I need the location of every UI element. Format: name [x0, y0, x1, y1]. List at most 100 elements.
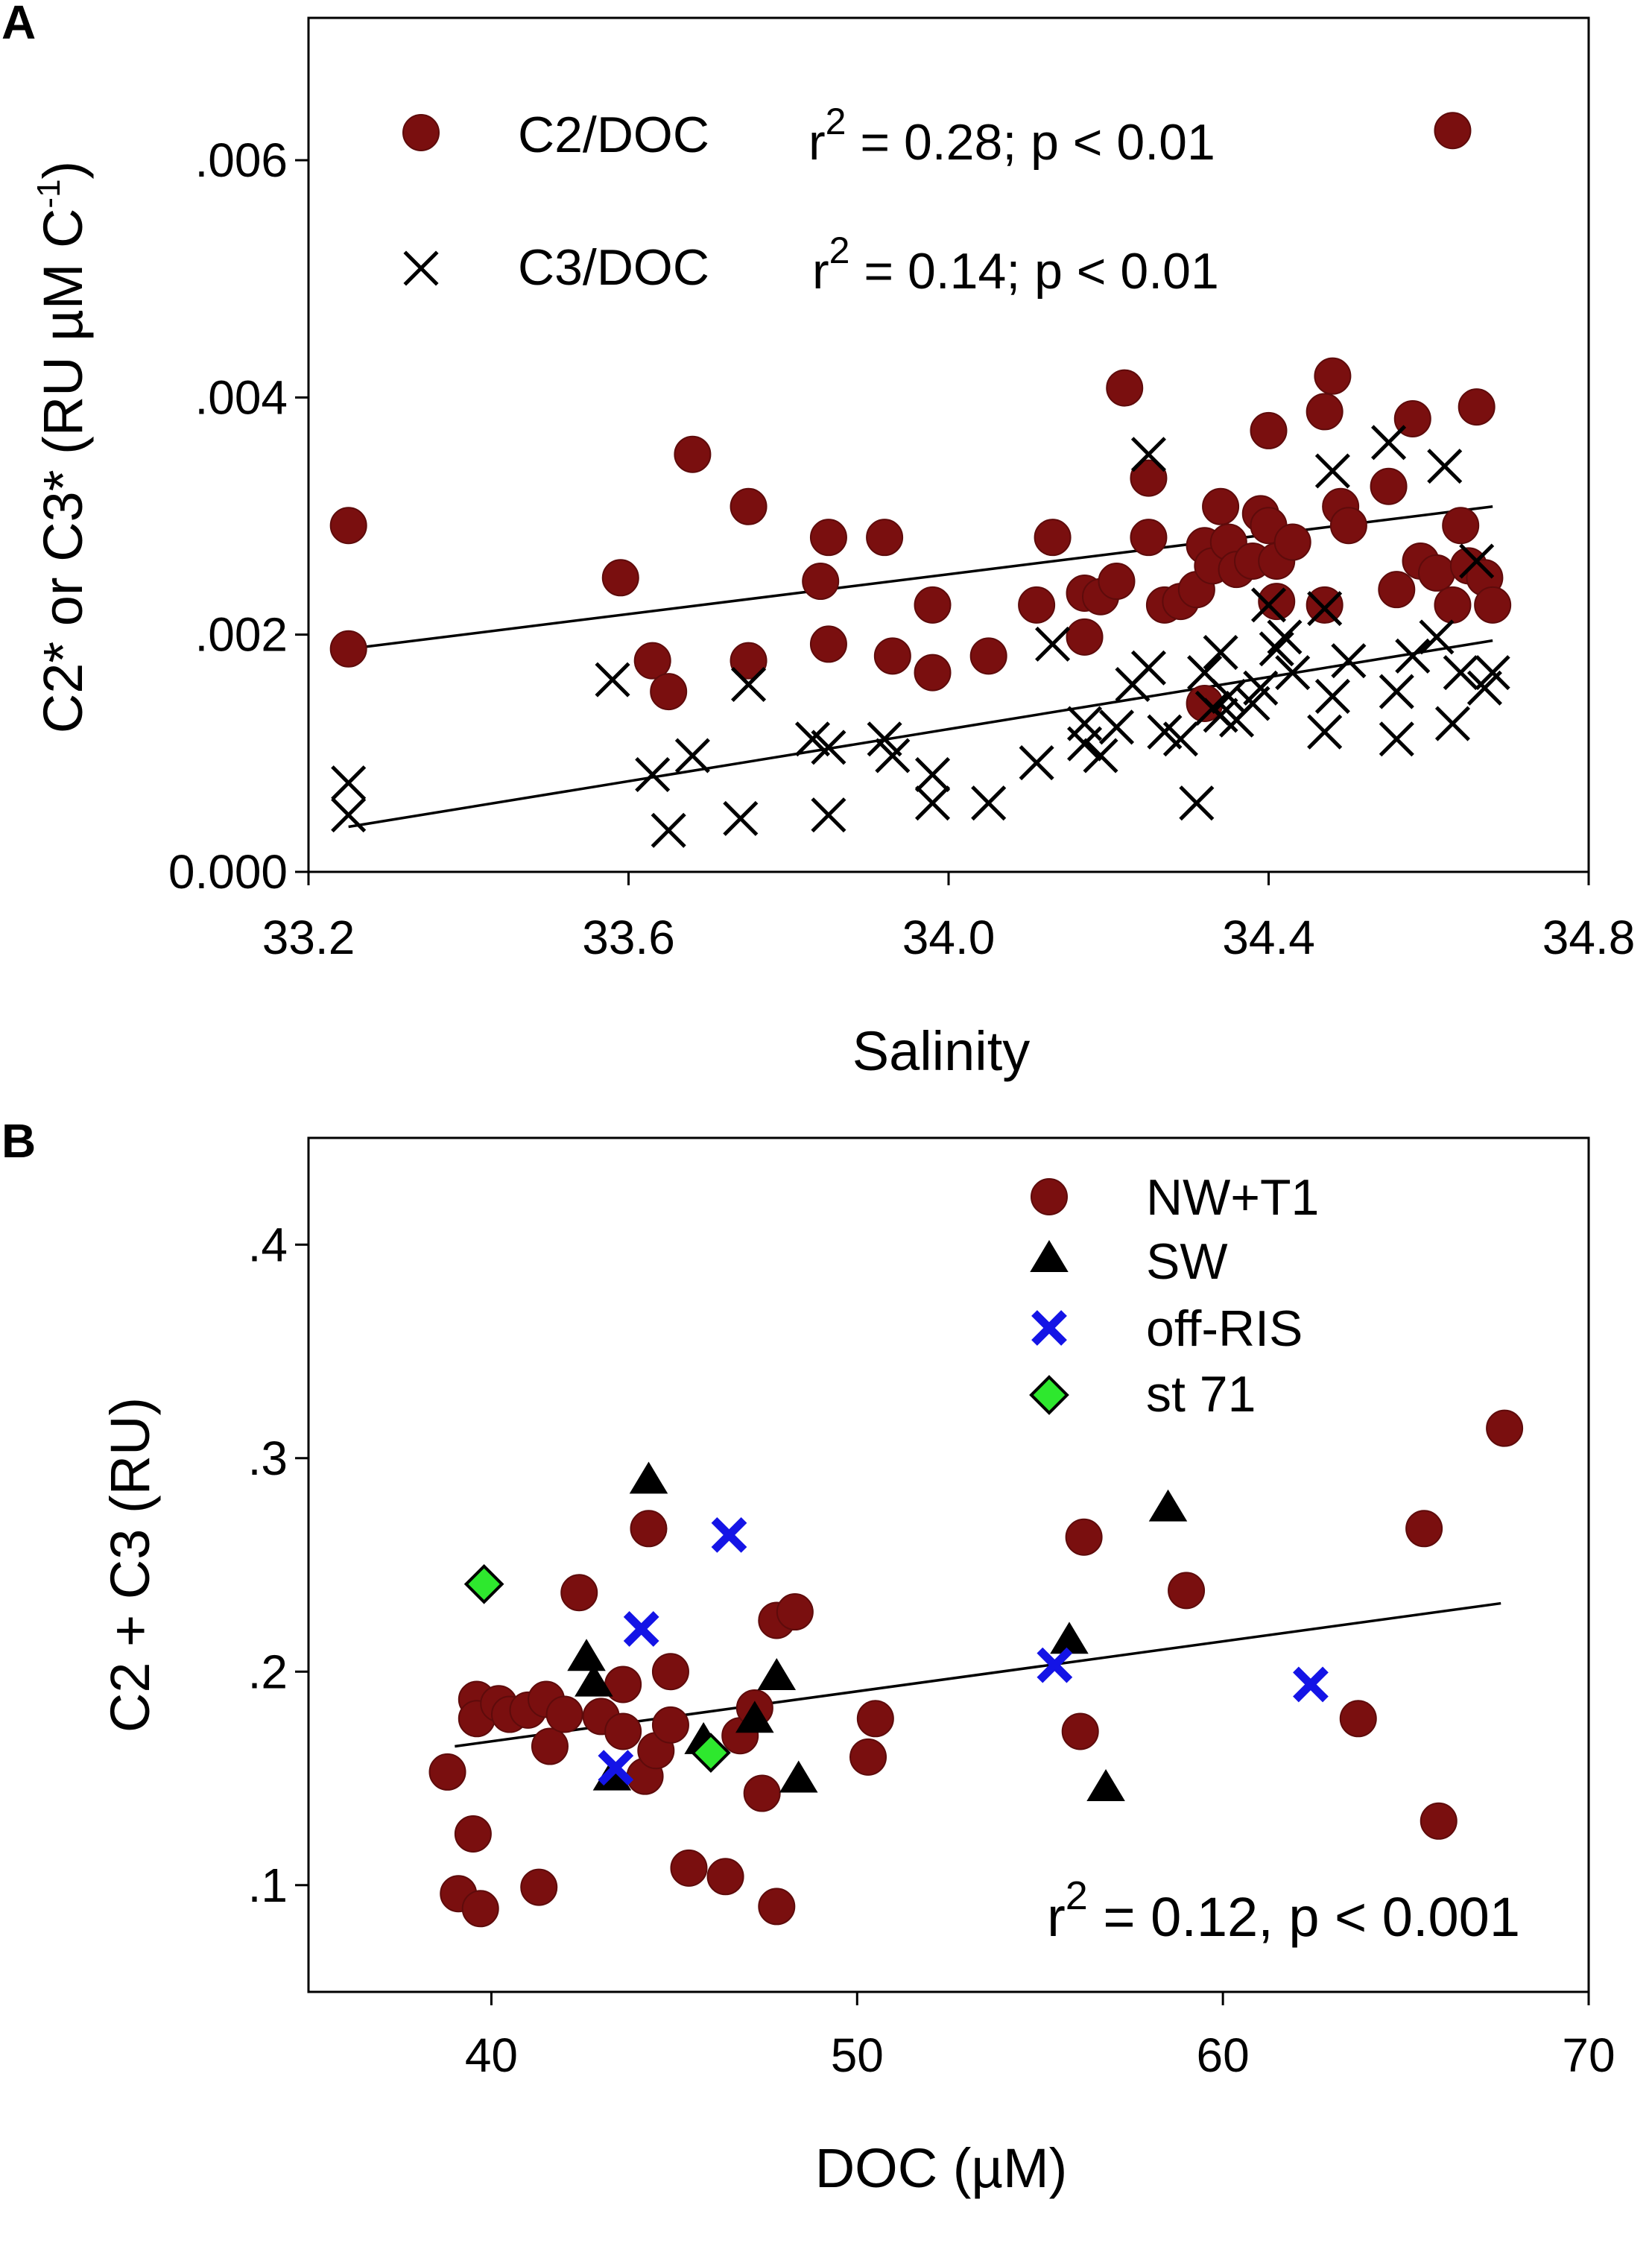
legend-c3-stat: r2 = 0.14; p < 0.01: [812, 230, 1219, 300]
point-c3-doc: [1083, 738, 1118, 774]
point-nw-t1: [531, 1727, 569, 1765]
point-off-ris: [1293, 1666, 1329, 1703]
legend-st71-marker: [1029, 1375, 1069, 1415]
legend-sw-marker: [1030, 1240, 1069, 1272]
panel-a-y-axis-title: C2* or C3* (RU µM C-1): [31, 161, 94, 733]
panel-b-fit-stat-sup: 2: [1066, 1873, 1088, 1918]
panel-b-label: B: [1, 1114, 36, 1168]
point-c3-doc: [723, 800, 759, 836]
point-nw-t1: [1486, 1409, 1524, 1447]
legend-sw-label: SW: [1146, 1233, 1228, 1290]
point-c2-doc: [802, 563, 840, 601]
point-c2-doc: [1370, 467, 1408, 505]
panel-a-y-tick-label: .006: [194, 133, 288, 187]
point-nw-t1: [849, 1738, 887, 1776]
legend-c2-label: C2/DOC: [518, 107, 709, 163]
point-c3-doc: [1331, 643, 1367, 679]
point-c3-doc: [971, 785, 1007, 821]
legend-c2-stat-rest: = 0.28; p < 0.01: [846, 114, 1215, 171]
point-c3-doc: [635, 756, 671, 793]
point-c2-doc: [914, 586, 952, 624]
point-nw-t1: [856, 1700, 894, 1738]
point-nw-t1: [1168, 1572, 1206, 1610]
point-c2-doc: [1417, 554, 1455, 592]
point-c3-doc: [1162, 721, 1198, 757]
panel-b-ticks: 40 50 60 70 .1 .2 .3 .4: [248, 1218, 1615, 2082]
point-c3-doc: [811, 797, 846, 833]
panel-b-y-axis-title: C2 + C3 (RU): [99, 1397, 161, 1733]
point-c2-doc: [873, 637, 911, 675]
point-nw-t1: [1405, 1510, 1443, 1548]
point-nw-t1: [1061, 1712, 1099, 1750]
panel-b-fit-stat-rest: = 0.12, p < 0.001: [1088, 1886, 1520, 1948]
point-sw: [779, 1760, 818, 1793]
point-st-71: [691, 1733, 731, 1773]
legend-c3-stat-sup: 2: [829, 230, 850, 271]
point-c2-doc: [1306, 393, 1344, 431]
point-nw-t1: [545, 1695, 583, 1733]
point-c3-doc: [1307, 714, 1343, 750]
panel-b-y-tick-label: .3: [248, 1432, 288, 1485]
panel-a-ticks: 33.2 33.6 34.0 34.4 34.8 0.000 .002 .004 .006: [168, 133, 1635, 964]
point-c2-doc: [809, 519, 847, 557]
panel-b-plot-frame: [307, 1136, 1590, 1993]
legend-offris-label: off-RIS: [1146, 1300, 1303, 1357]
point-c3-doc: [1459, 543, 1495, 579]
panel-a-x-tick-label: 33.2: [262, 911, 355, 964]
point-c2-doc: [1106, 369, 1144, 407]
point-c3-doc: [1130, 437, 1166, 472]
point-c2-doc: [1258, 583, 1296, 621]
point-nw-t1: [428, 1753, 466, 1791]
point-off-ris: [623, 1611, 659, 1647]
point-c3-doc: [1427, 449, 1463, 484]
point-c2-doc: [633, 642, 671, 680]
point-sw: [567, 1639, 606, 1671]
panel-a-y-tick-label: .002: [194, 608, 288, 662]
panel-a-y-axis-title-main: C2* or C3* (RU µM C: [32, 209, 94, 734]
legend-c2-stat: r2 = 0.28; p < 0.01: [808, 101, 1215, 171]
panel-b-points: [428, 1409, 1524, 1928]
point-c3-doc: [1434, 706, 1470, 741]
point-sw: [735, 1701, 774, 1733]
panel-b-x-tick-label: 70: [1562, 2028, 1615, 2082]
panel-a-x-tick-label: 34.0: [902, 911, 996, 964]
point-c2-doc: [1434, 586, 1472, 624]
point-c3-doc: [1235, 686, 1270, 721]
point-c3-doc: [1067, 706, 1103, 741]
point-nw-t1: [651, 1706, 689, 1744]
panel-a-x-tick-label: 33.6: [582, 911, 675, 964]
point-c3-doc: [1179, 785, 1215, 821]
point-c2-doc: [1442, 507, 1480, 545]
legend-c3-marker: [403, 250, 439, 286]
panel-a-regression-line: [348, 639, 1493, 829]
panel-a-regression-line: [348, 505, 1493, 651]
point-c2-doc: [730, 487, 768, 525]
point-c3-doc: [331, 797, 367, 833]
point-c3-doc: [651, 812, 686, 848]
point-nw-t1: [706, 1858, 744, 1896]
point-c2-doc: [969, 637, 1007, 675]
point-nw-t1: [758, 1888, 796, 1926]
panel-a-label: A: [1, 0, 36, 49]
point-off-ris: [598, 1750, 634, 1786]
point-c2-doc: [674, 435, 712, 473]
panel-a-legend: C2/DOC r2 = 0.28; p < 0.01 C3/DOC r2 = 0…: [402, 101, 1219, 300]
point-nw-t1: [520, 1868, 558, 1906]
point-c3-doc: [331, 765, 367, 801]
point-c2-doc: [1018, 586, 1056, 624]
point-c3-doc: [1443, 655, 1478, 691]
legend-nwt1-label: NW+T1: [1146, 1169, 1319, 1226]
point-c2-doc: [914, 654, 952, 692]
point-c3-doc: [1395, 638, 1431, 674]
point-nw-t1: [670, 1849, 708, 1887]
point-c3-doc: [1035, 626, 1071, 662]
point-c2-doc: [1098, 563, 1136, 601]
point-c3-doc: [794, 721, 830, 757]
legend-nwt1-marker: [1031, 1178, 1068, 1215]
point-c3-doc: [1019, 745, 1054, 781]
point-nw-t1: [1339, 1700, 1377, 1738]
panel-a-y-tick-label: .004: [194, 370, 288, 424]
point-nw-t1: [1065, 1518, 1103, 1556]
point-c3-doc: [1098, 709, 1135, 745]
